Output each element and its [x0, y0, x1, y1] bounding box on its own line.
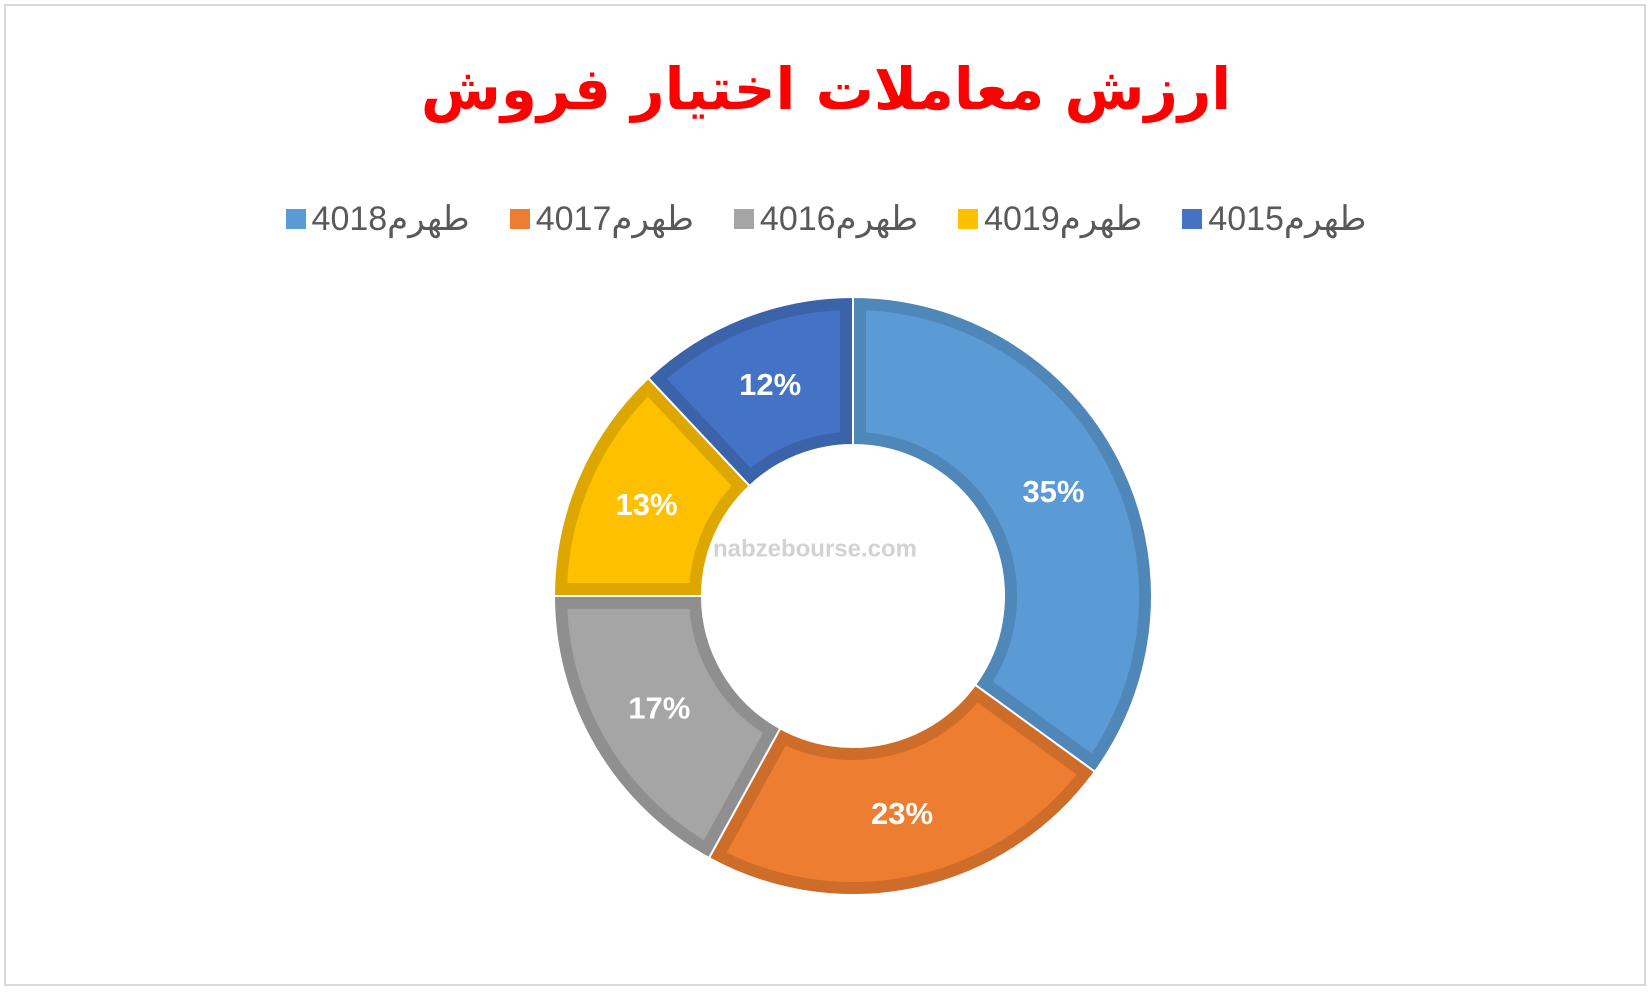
data-label: 35%	[1022, 474, 1084, 509]
legend: طهرم4018 طهرم4017 طهرم4016 طهرم4019 طهرم4015	[0, 199, 1652, 239]
data-label: 17%	[628, 691, 690, 726]
chart-frame	[4, 4, 1646, 986]
legend-label: طهرم4019	[984, 200, 1143, 238]
legend-swatch	[958, 209, 979, 229]
slice-separator	[852, 295, 1153, 774]
legend-swatch	[509, 209, 530, 229]
slice-separator	[552, 595, 782, 860]
legend-swatch	[285, 209, 306, 229]
slice-separator	[707, 683, 1097, 896]
data-label: 12%	[739, 367, 801, 402]
watermark: nabzebourse.com	[713, 535, 917, 562]
slice-separator	[646, 295, 854, 488]
legend-label: طهرم4018	[311, 200, 470, 238]
legend-item: طهرم4017	[509, 199, 694, 239]
data-label: 13%	[615, 487, 677, 522]
legend-swatch	[733, 209, 754, 229]
legend-item: طهرم4015	[1182, 199, 1366, 239]
legend-swatch	[1182, 209, 1203, 229]
legend-item: طهرم4018	[285, 199, 470, 239]
legend-label: طهرم4016	[759, 200, 919, 238]
data-label: 23%	[871, 796, 933, 831]
legend-item: طهرم4016	[733, 199, 919, 239]
legend-item: طهرم4019	[958, 199, 1142, 239]
chart-title: ارزش معاملات اختیار فروش	[420, 55, 1232, 123]
legend-label: طهرم4017	[535, 200, 694, 238]
legend-label: طهرم4015	[1208, 200, 1367, 238]
